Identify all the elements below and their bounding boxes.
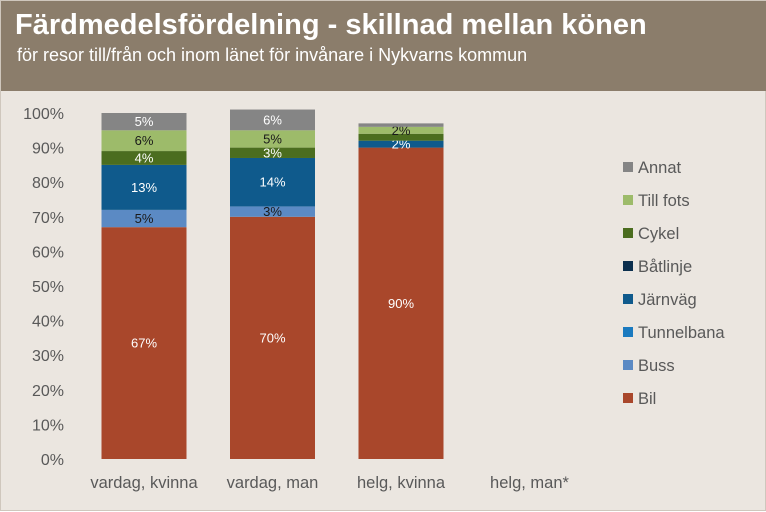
bar-segment-till-fots [101,130,187,152]
bar-segment-buss [230,206,315,217]
legend-label-järnväg: Järnväg [638,291,697,309]
legend-label-bil: Bil [638,390,656,408]
legend-swatch-tunnelbana [623,327,633,337]
bar-segment-annat [358,123,444,127]
data-label: 4% [135,150,154,165]
y-tick-label: 80% [32,175,64,192]
bar-segment-annat [101,113,187,131]
legend-label-buss: Buss [638,357,675,375]
data-label: 5% [263,131,282,146]
y-tick-label: 0% [41,452,64,469]
data-label: 6% [263,112,282,127]
data-label: 90% [388,296,414,311]
y-axis: 0% 10% 20% 30% 40% 50% 60% 70% 80% 90% 100% [23,106,64,469]
legend-label-tunnelbana: Tunnelbana [638,324,725,342]
bar-segment-bil [358,147,444,459]
bar-segment-buss [101,209,187,228]
legend-label-båtlinje: Båtlinje [638,258,692,276]
y-tick-label: 20% [32,383,64,400]
bars-group: 67%5%13%4%6%5%70%3%14%3%5%6%90%2%2% [101,109,444,459]
legend-swatch-bil [623,393,633,403]
legend-swatch-till-fots [623,195,633,205]
y-tick-label: 40% [32,314,64,331]
data-label: 3% [263,145,282,160]
legend-swatch-båtlinje [623,261,633,271]
bar-segment-cykel [101,151,187,165]
bar-segment-järnväg [358,140,444,148]
x-axis: vardag, kvinna vardag, man helg, kvinna hel… [90,474,569,492]
x-category-label: vardag, man [227,474,319,492]
legend-swatch-cykel [623,228,633,238]
bar-segment-järnväg [230,157,315,207]
bar-segment-järnväg [101,164,187,210]
y-tick-label: 100% [23,106,64,123]
bar-segment-bil [230,216,315,459]
data-label: 3% [263,204,282,219]
legend-swatch-annat [623,162,633,172]
bar-segment-till-fots [358,126,444,134]
x-category-label: helg, man* [490,474,569,492]
bar-segment-annat [230,109,315,131]
y-tick-label: 30% [32,348,64,365]
y-tick-label: 70% [32,210,64,227]
x-category-label: vardag, kvinna [90,474,198,492]
data-label: 67% [131,336,157,351]
data-label: 5% [135,114,154,129]
legend-label-cykel: Cykel [638,225,679,243]
legend-label-till-fots: Till fots [638,192,690,210]
bar-segment-cykel [358,133,444,141]
chart-header: Färdmedelsfördelning - skillnad mellan k… [1,1,766,91]
data-label: 70% [259,330,285,345]
chart-title: Färdmedelsfördelning - skillnad mellan k… [15,9,647,41]
bar-segment-bil [101,227,187,459]
x-category-label: helg, kvinna [357,474,446,492]
y-tick-label: 50% [32,279,64,296]
y-tick-label: 10% [32,417,64,434]
bar-segment-till-fots [230,130,315,148]
data-label: 13% [131,180,157,195]
legend-swatch-buss [623,360,633,370]
y-tick-label: 90% [32,141,64,158]
y-tick-label: 60% [32,244,64,261]
legend: Annat Till fots Cykel Båtlinje Järnväg Tunnel… [623,159,725,408]
chart-subtitle: för resor till/från och inom länet för i… [17,45,528,65]
legend-swatch-järnväg [623,294,633,304]
data-label: 5% [135,211,154,226]
data-label: 6% [135,133,154,148]
data-label: 14% [259,175,285,190]
bar-segment-cykel [230,147,315,158]
legend-label-annat: Annat [638,159,682,177]
